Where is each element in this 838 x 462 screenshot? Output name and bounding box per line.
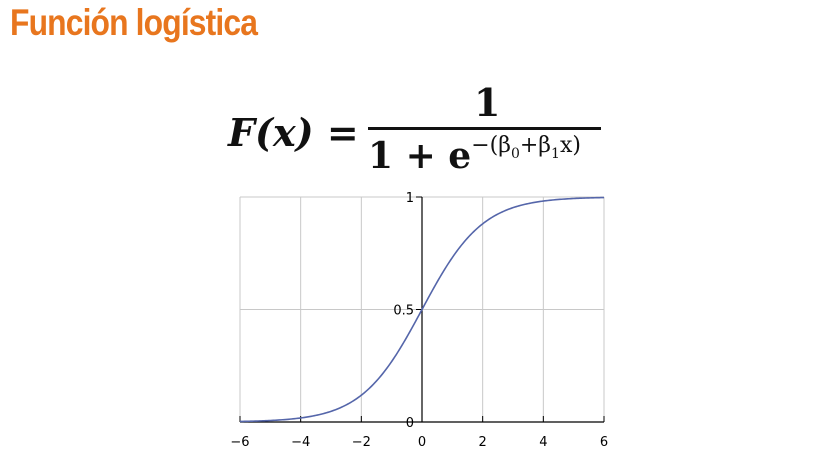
formula-denominator: 1 + e−(β0+β1x) — [368, 133, 581, 177]
x-tick-label: 4 — [539, 435, 547, 450]
x-tick-label: −2 — [352, 435, 371, 450]
formula-lhs-text: F(x) = — [228, 110, 359, 155]
beta0-subscript: 0 — [510, 146, 520, 162]
x-tick-label: −6 — [230, 435, 249, 450]
formula-lhs: F(x) = — [228, 110, 359, 155]
x-tick-label: 6 — [600, 435, 608, 450]
formula-numerator: 1 — [474, 80, 501, 125]
fraction-bar — [368, 127, 601, 130]
logistic-chart: −6 −4 −2 0 2 4 6 0 0.5 1 — [230, 191, 608, 450]
exponent-start: −(β — [471, 133, 511, 158]
y-tick-label: 0.5 — [393, 304, 414, 319]
exponent-end: x) — [559, 133, 581, 158]
slide-title: Función logística — [10, 2, 258, 43]
x-tick-label: 0 — [418, 435, 426, 450]
x-tick-label: −4 — [291, 435, 310, 450]
x-tick-label: 2 — [479, 435, 487, 450]
y-tick-label: 1 — [406, 191, 414, 206]
y-tick-label: 0 — [406, 416, 414, 431]
exponent-mid: +β — [519, 133, 552, 158]
beta1-subscript: 1 — [551, 146, 560, 162]
denominator-exponent: −(β0+β1x) — [471, 133, 581, 162]
logistic-curve — [239, 196, 605, 423]
denominator-base: 1 + e — [368, 135, 472, 177]
